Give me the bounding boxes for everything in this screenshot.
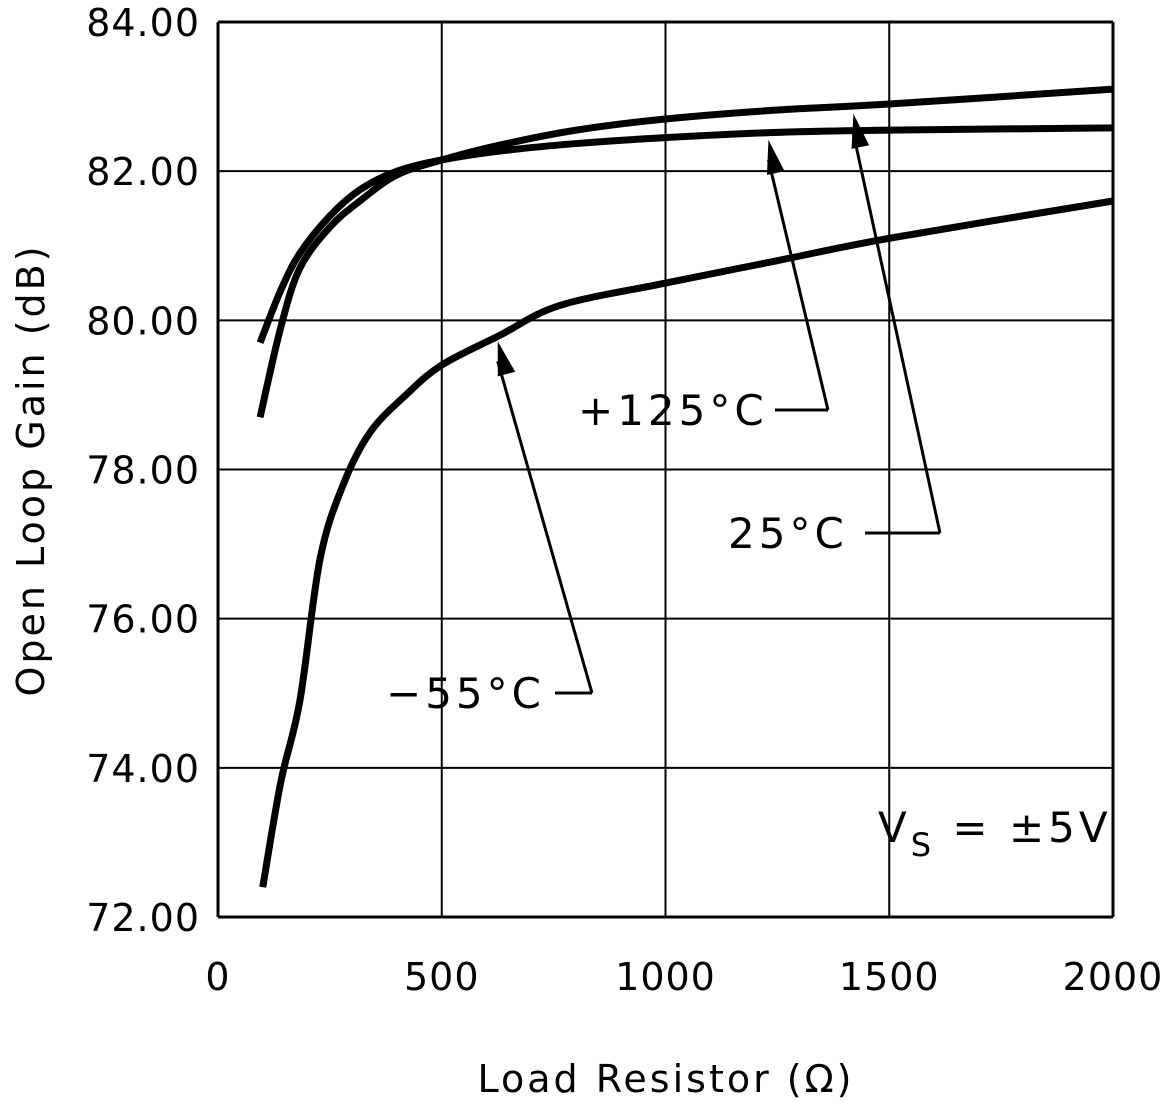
annotations: +125°C 25°C −55°C bbox=[386, 113, 942, 718]
y-tick-label: 74.00 bbox=[86, 747, 200, 791]
x-tick-label: 1000 bbox=[615, 955, 716, 999]
x-tick-label: 1500 bbox=[839, 955, 940, 999]
tick-labels: 0 500 1000 1500 2000 72.00 74.00 76.00 78.00 80.0… bbox=[86, 1, 1164, 999]
x-tick-label: 2000 bbox=[1063, 955, 1164, 999]
series-group bbox=[256, 85, 1114, 888]
series-line-55C bbox=[259, 197, 1114, 888]
x-tick-label: 0 bbox=[205, 955, 230, 999]
annotation-arrow-line bbox=[766, 159, 830, 411]
x-axis-label: Load Resistor (Ω) bbox=[477, 1057, 854, 1101]
grid bbox=[216, 20, 1115, 919]
supply-condition-label: VS = ±5V bbox=[878, 803, 1112, 864]
arrowhead-icon bbox=[497, 341, 516, 377]
y-tick-label: 78.00 bbox=[86, 449, 200, 493]
series-line-125C bbox=[256, 124, 1114, 344]
y-tick-label: 72.00 bbox=[86, 896, 200, 940]
y-tick-label: 76.00 bbox=[86, 598, 200, 642]
y-axis-label: Open Loop Gain (dB) bbox=[9, 243, 53, 696]
arrowhead-icon bbox=[766, 139, 785, 176]
y-tick-label: 84.00 bbox=[86, 1, 200, 45]
x-tick-label: 500 bbox=[404, 955, 480, 999]
annotation-arrow-line bbox=[851, 133, 942, 534]
annotation-label: +125°C bbox=[578, 386, 768, 435]
annotation-label: 25°C bbox=[728, 509, 848, 558]
y-tick-label: 80.00 bbox=[86, 299, 200, 343]
annotation-arrow-line bbox=[496, 360, 594, 694]
series-line-25C bbox=[256, 85, 1114, 419]
y-tick-label: 82.00 bbox=[86, 150, 200, 194]
arrowhead-icon bbox=[851, 113, 870, 149]
annotation-label: −55°C bbox=[386, 669, 545, 718]
